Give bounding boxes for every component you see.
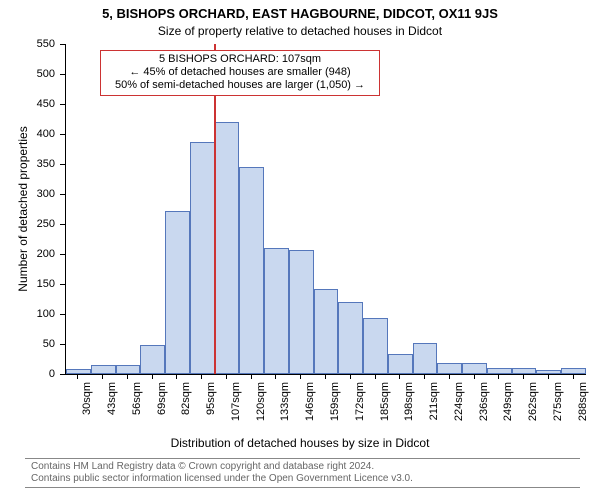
x-tick-mark [251, 374, 252, 379]
y-tick-label: 400 [0, 128, 55, 140]
x-tick-mark [127, 374, 128, 379]
bar [264, 248, 289, 374]
y-tick-label: 50 [0, 338, 55, 350]
y-tick-label: 350 [0, 158, 55, 170]
y-tick-mark [60, 284, 65, 285]
x-tick-label: 30sqm [81, 382, 93, 432]
y-tick-label: 550 [0, 38, 55, 50]
y-axis-label: Number of detached properties [16, 126, 30, 291]
x-tick-mark [498, 374, 499, 379]
y-tick-label: 450 [0, 98, 55, 110]
x-tick-mark [399, 374, 400, 379]
x-tick-label: 133sqm [279, 382, 291, 432]
bar [239, 167, 264, 374]
bar [388, 354, 413, 374]
footer-line: Contains public sector information licen… [31, 473, 574, 485]
x-tick-label: 107sqm [230, 382, 242, 432]
y-tick-mark [60, 194, 65, 195]
y-tick-label: 250 [0, 218, 55, 230]
y-tick-label: 0 [0, 368, 55, 380]
x-tick-label: 288sqm [577, 382, 589, 432]
bar [190, 142, 215, 374]
x-tick-label: 198sqm [403, 382, 415, 432]
y-tick-mark [60, 74, 65, 75]
bar [165, 211, 190, 374]
y-tick-label: 150 [0, 278, 55, 290]
bar [437, 363, 462, 374]
bar [140, 345, 165, 374]
y-tick-mark [60, 134, 65, 135]
x-tick-label: 95sqm [205, 382, 217, 432]
info-box: 5 BISHOPS ORCHARD: 107sqm← 45% of detach… [100, 50, 380, 96]
y-tick-mark [60, 164, 65, 165]
x-tick-label: 69sqm [156, 382, 168, 432]
y-tick-mark [60, 224, 65, 225]
info-box-line: ← 45% of detached houses are smaller (94… [105, 66, 375, 79]
x-tick-mark [350, 374, 351, 379]
x-tick-label: 172sqm [354, 382, 366, 432]
y-tick-label: 200 [0, 248, 55, 260]
bar [66, 369, 91, 374]
x-tick-label: 185sqm [379, 382, 391, 432]
x-tick-mark [176, 374, 177, 379]
bar [363, 318, 388, 374]
bar [91, 365, 116, 374]
bar [536, 370, 561, 374]
y-tick-label: 300 [0, 188, 55, 200]
y-tick-mark [60, 344, 65, 345]
chart-title-sub: Size of property relative to detached ho… [0, 24, 600, 38]
bar [338, 302, 363, 374]
x-tick-mark [102, 374, 103, 379]
y-tick-label: 500 [0, 68, 55, 80]
footer-line: Contains HM Land Registry data © Crown c… [31, 461, 574, 473]
x-tick-label: 146sqm [304, 382, 316, 432]
y-tick-mark [60, 104, 65, 105]
footer-attribution: Contains HM Land Registry data © Crown c… [25, 458, 580, 488]
y-tick-mark [60, 254, 65, 255]
x-tick-mark [152, 374, 153, 379]
x-tick-mark [573, 374, 574, 379]
x-tick-mark [523, 374, 524, 379]
x-tick-label: 82sqm [180, 382, 192, 432]
bar [413, 343, 438, 374]
x-tick-mark [226, 374, 227, 379]
x-tick-mark [77, 374, 78, 379]
x-tick-mark [375, 374, 376, 379]
chart-title-main: 5, BISHOPS ORCHARD, EAST HAGBOURNE, DIDC… [0, 6, 600, 21]
y-tick-label: 100 [0, 308, 55, 320]
y-tick-mark [60, 314, 65, 315]
chart-container: { "title_main": "5, BISHOPS ORCHARD, EAS… [0, 0, 600, 500]
bar [215, 122, 240, 374]
bar [289, 250, 314, 374]
x-tick-mark [201, 374, 202, 379]
x-tick-mark [449, 374, 450, 379]
info-box-line: 50% of semi-detached houses are larger (… [105, 79, 375, 92]
x-tick-mark [325, 374, 326, 379]
x-tick-label: 236sqm [478, 382, 490, 432]
bar [116, 365, 141, 374]
x-tick-mark [424, 374, 425, 379]
info-box-line: 5 BISHOPS ORCHARD: 107sqm [105, 53, 375, 66]
bar [314, 289, 339, 374]
x-tick-mark [275, 374, 276, 379]
x-tick-label: 224sqm [453, 382, 465, 432]
x-tick-label: 56sqm [131, 382, 143, 432]
x-tick-mark [474, 374, 475, 379]
x-tick-label: 262sqm [527, 382, 539, 432]
x-tick-label: 211sqm [428, 382, 440, 432]
bar [561, 368, 586, 374]
x-tick-label: 120sqm [255, 382, 267, 432]
x-tick-mark [300, 374, 301, 379]
y-tick-mark [60, 44, 65, 45]
y-tick-mark [60, 374, 65, 375]
x-tick-label: 249sqm [502, 382, 514, 432]
x-tick-mark [548, 374, 549, 379]
x-axis-label: Distribution of detached houses by size … [0, 436, 600, 450]
bar [462, 363, 487, 374]
x-tick-label: 43sqm [106, 382, 118, 432]
x-tick-label: 159sqm [329, 382, 341, 432]
x-tick-label: 275sqm [552, 382, 564, 432]
